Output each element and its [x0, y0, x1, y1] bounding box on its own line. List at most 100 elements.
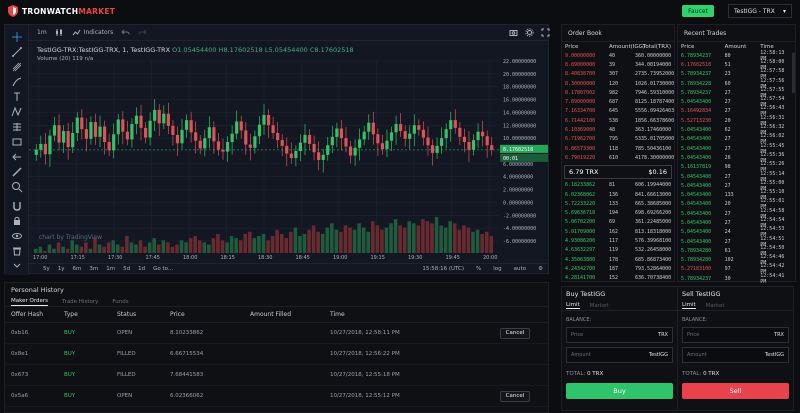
- eye-icon[interactable]: [11, 230, 23, 242]
- ask-row[interactable]: 8.17807002 982 7946.59310000: [562, 88, 674, 97]
- interval-selector[interactable]: 1m: [37, 29, 47, 36]
- arrow-left-icon[interactable]: [11, 151, 23, 163]
- sell-tab-limit[interactable]: Limit: [682, 302, 696, 309]
- ask-row[interactable]: 7.89000000 687 8125.18787400: [562, 97, 674, 106]
- candle-body: [307, 134, 312, 144]
- fullscreen-button[interactable]: [541, 28, 550, 37]
- buy-tab-limit[interactable]: Limit: [566, 302, 580, 309]
- magnet-icon[interactable]: [11, 200, 23, 212]
- ob-amount: 117: [609, 237, 619, 244]
- ask-row[interactable]: 8.40838700 307 2735.73952000: [562, 70, 674, 79]
- legend-symbol[interactable]: TestIGG-TRX:TestIGG-TRX, 1, TestIGG-TRX: [37, 46, 171, 54]
- indicators-button[interactable]: Indicators: [72, 28, 113, 37]
- ruler-icon[interactable]: [11, 166, 23, 178]
- bid-row[interactable]: 5.06702200 69 361.22485000: [562, 218, 674, 227]
- trades-scrollbar[interactable]: [792, 53, 795, 93]
- range-button[interactable]: 1y: [57, 266, 65, 272]
- range-button[interactable]: 6m: [72, 266, 82, 272]
- bid-row[interactable]: 4.35063800 178 685.86873400: [562, 255, 674, 264]
- ask-row[interactable]: 7.16334700 645 5556.09426403: [562, 107, 674, 116]
- ask-row[interactable]: 8.30000000 120 1026.01730000: [562, 79, 674, 88]
- auto-scale-toggle[interactable]: auto: [513, 266, 527, 272]
- tab-funds[interactable]: Funds: [112, 298, 129, 305]
- recent-trades-list[interactable]: 6.78934237 80 12:58:13 PM 6.17602518 51 12:58…: [678, 50, 795, 285]
- bid-row[interactable]: 4.63632297 119 532.26458000: [562, 246, 674, 255]
- range-button[interactable]: 5d: [123, 266, 131, 272]
- ask-row[interactable]: 6.10369000 48 363.17460000: [562, 125, 674, 134]
- brush-icon[interactable]: [11, 76, 23, 88]
- trend-line-icon[interactable]: [11, 46, 23, 58]
- settings-button[interactable]: [525, 28, 534, 37]
- lock-icon[interactable]: [11, 215, 23, 227]
- logo[interactable]: TRONWATCH MARKET: [8, 5, 115, 17]
- screenshot-button[interactable]: [509, 28, 518, 37]
- sell-amount-input[interactable]: Amount TestIGG: [682, 347, 789, 363]
- trade-time: 12:56:02 PM: [760, 133, 785, 146]
- bid-row[interactable]: 4.93086200 117 576.39968100: [562, 236, 674, 245]
- trade-amount: 26: [724, 154, 731, 161]
- bid-row[interactable]: 4.28141700 152 636.70738400: [562, 274, 674, 283]
- bid-row[interactable]: 6.02368062 136 841.66613000: [562, 190, 674, 199]
- range-button[interactable]: 3m: [89, 266, 99, 272]
- ask-row[interactable]: 8.89000000 39 344.00194000: [562, 60, 674, 69]
- bid-row[interactable]: 6.18233862 81 606.19944000: [562, 181, 674, 190]
- candle-body: [490, 145, 494, 150]
- percent-scale-toggle[interactable]: %: [476, 266, 482, 272]
- log-scale-toggle[interactable]: log: [493, 266, 502, 272]
- range-button[interactable]: 1m: [106, 266, 116, 272]
- bid-row[interactable]: 4.24342700 187 793.52864000: [562, 264, 674, 273]
- candlestick-chart[interactable]: 22.00000000 20.00000000 18.00000000 16.0000…: [29, 41, 549, 263]
- sell-price-input[interactable]: Price TRX: [682, 327, 789, 343]
- pitchfork-icon[interactable]: [11, 61, 23, 73]
- shapes-icon[interactable]: [11, 136, 23, 148]
- buy-amount-input[interactable]: Amount TestIGG: [566, 347, 673, 363]
- asks-list: 9.00000000 40 360.00000000 8.89000000 39 344.…: [562, 51, 674, 163]
- bid-row[interactable]: 5.01709000 162 813.18318000: [562, 227, 674, 236]
- sell-amount-unit: TestIGG: [764, 352, 784, 358]
- undo-button[interactable]: [121, 28, 130, 37]
- pattern-icon[interactable]: [11, 106, 23, 118]
- candle-body: [80, 117, 84, 130]
- trade-price: 5.04543400: [681, 201, 712, 208]
- ob-price: 6.71442100: [565, 117, 596, 124]
- price-tick-label: 6.00000000: [503, 162, 533, 168]
- trade-price: 5.16137819: [681, 164, 712, 171]
- buy-button[interactable]: Buy: [566, 383, 673, 399]
- zoom-icon[interactable]: [11, 181, 23, 193]
- ask-row[interactable]: 6.79019220 610 4178.30000000: [562, 153, 674, 162]
- cancel-button[interactable]: Cancel: [500, 390, 530, 402]
- order-type: BUY: [64, 330, 76, 336]
- buy-price-input[interactable]: Price TRX: [566, 327, 673, 343]
- buy-balance-label: BALANCE:: [566, 317, 592, 323]
- sell-tab-market[interactable]: Market: [705, 302, 725, 309]
- settings-small-icon[interactable]: ⚙: [538, 266, 543, 272]
- faucet-button[interactable]: Faucet: [682, 5, 714, 17]
- ob-total: 363.17460000: [635, 127, 672, 134]
- range-button[interactable]: 5y: [43, 266, 50, 272]
- volume-label[interactable]: Volume (20): [37, 56, 71, 62]
- candle-body: [121, 119, 125, 132]
- ask-row[interactable]: 6.71442100 538 1856.66378600: [562, 116, 674, 125]
- pair-select[interactable]: TestIGG - TRX ▾: [728, 4, 792, 18]
- ask-row[interactable]: 6.71962700 795 5335.01705000: [562, 135, 674, 144]
- redo-button[interactable]: [138, 28, 148, 37]
- collapse-toolbar-icon[interactable]: [11, 260, 23, 272]
- sell-button[interactable]: Sell: [682, 383, 789, 399]
- cancel-button[interactable]: Cancel: [500, 327, 530, 339]
- range-button[interactable]: Go to...: [153, 266, 174, 272]
- bid-row[interactable]: 5.72233220 133 665.38685000: [562, 199, 674, 208]
- ask-row[interactable]: 6.86573300 118 785.50436100: [562, 144, 674, 153]
- range-button[interactable]: 1d: [138, 266, 146, 272]
- text-icon[interactable]: [11, 91, 23, 103]
- candle-body: [421, 129, 425, 138]
- chart-type-button[interactable]: [55, 28, 64, 37]
- tab-maker-orders[interactable]: Maker Orders: [11, 297, 48, 306]
- prediction-icon[interactable]: [11, 121, 23, 133]
- volume-bar: [257, 236, 261, 253]
- ask-row[interactable]: 9.00000000 40 360.00000000: [562, 51, 674, 60]
- tab-trade-history[interactable]: Trade History: [62, 298, 99, 305]
- bid-row[interactable]: 5.69636718 194 698.69266200: [562, 208, 674, 217]
- buy-tab-market[interactable]: Market: [589, 302, 609, 309]
- crosshair-icon[interactable]: [11, 31, 23, 43]
- trash-icon[interactable]: [11, 245, 23, 257]
